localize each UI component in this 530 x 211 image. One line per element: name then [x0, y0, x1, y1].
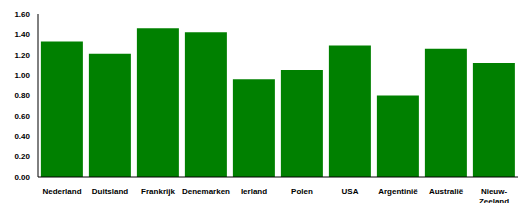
- svg-text:0.40: 0.40: [14, 132, 30, 141]
- svg-text:1.60: 1.60: [14, 10, 30, 19]
- svg-text:Ierland: Ierland: [241, 187, 267, 196]
- svg-text:Argentinië: Argentinië: [378, 187, 418, 196]
- svg-text:Zeeland: Zeeland: [479, 197, 509, 203]
- svg-text:0.80: 0.80: [14, 91, 30, 100]
- svg-text:Denemarken: Denemarken: [182, 187, 230, 196]
- svg-text:1.20: 1.20: [14, 51, 30, 60]
- svg-text:Australië: Australië: [429, 187, 464, 196]
- svg-text:Duitsland: Duitsland: [92, 187, 129, 196]
- svg-text:0.20: 0.20: [14, 152, 30, 161]
- svg-text:USA: USA: [342, 187, 359, 196]
- svg-text:Nieuw-: Nieuw-: [481, 187, 508, 196]
- svg-text:1.00: 1.00: [14, 71, 30, 80]
- svg-text:1.40: 1.40: [14, 30, 30, 39]
- svg-text:0.60: 0.60: [14, 112, 30, 121]
- svg-text:Polen: Polen: [291, 187, 313, 196]
- svg-text:Frankrijk: Frankrijk: [141, 187, 175, 196]
- svg-text:Nederland: Nederland: [42, 187, 81, 196]
- svg-text:0.00: 0.00: [14, 173, 30, 182]
